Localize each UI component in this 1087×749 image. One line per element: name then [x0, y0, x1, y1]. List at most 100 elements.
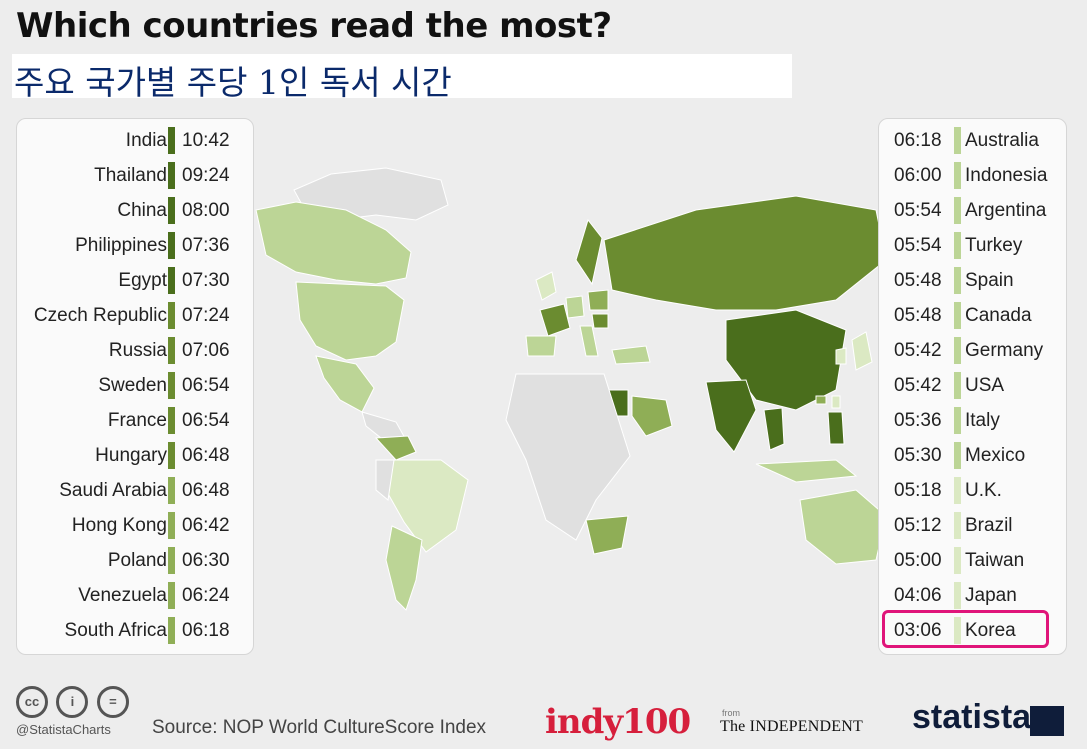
country-name: Taiwan: [965, 550, 1025, 571]
tier-bar: [168, 162, 175, 189]
country-name: U.K.: [965, 480, 1002, 501]
italy-shape: [579, 325, 599, 357]
reading-time: 05:54: [894, 235, 942, 256]
taiwan-shape: [831, 395, 841, 409]
ranking-row-poland: Poland 06:30: [17, 543, 253, 578]
reading-time: 07:06: [182, 340, 230, 361]
poland-shape: [587, 289, 609, 311]
country-name: China: [117, 200, 167, 221]
statista-handle: @StatistaCharts: [16, 722, 111, 737]
ranking-row-germany: 05:42 Germany: [879, 333, 1066, 368]
tier-bar: [168, 267, 175, 294]
country-name: India: [125, 130, 167, 151]
korea-highlight-box: [882, 610, 1049, 648]
country-name: Australia: [965, 130, 1039, 151]
page-title: Which countries read the most?: [16, 6, 612, 46]
tier-bar: [168, 337, 175, 364]
thailand-shape: [763, 407, 785, 451]
page-subtitle: 주요 국가별 주당 1인 독서 시간: [14, 63, 452, 102]
cc-icon: cc: [16, 686, 48, 718]
tier-bar: [168, 582, 175, 609]
source-note: Source: NOP World CultureScore Index: [152, 717, 487, 738]
india-shape: [705, 379, 757, 453]
hong-kong-shape: [815, 395, 827, 405]
ranking-row-france: France 06:54: [17, 403, 253, 438]
ranking-row-italy: 05:36 Italy: [879, 403, 1066, 438]
tier-bar: [954, 302, 961, 329]
tier-bar: [954, 512, 961, 539]
ranking-row-taiwan: 05:00 Taiwan: [879, 543, 1066, 578]
reading-time: 05:48: [894, 270, 942, 291]
tier-bar: [954, 197, 961, 224]
ranking-row-spain: 05:48 Spain: [879, 263, 1066, 298]
africa-area: [505, 373, 631, 541]
ranking-row-usa: 05:42 USA: [879, 368, 1066, 403]
tier-bar: [954, 232, 961, 259]
reading-time: 07:24: [182, 305, 230, 326]
ranking-row-indonesia: 06:00 Indonesia: [879, 158, 1066, 193]
country-name: Hong Kong: [71, 515, 167, 536]
ranking-row-china: China 08:00: [17, 193, 253, 228]
reading-time: 05:36: [894, 410, 942, 431]
germany-shape: [565, 295, 585, 319]
world-map: [255, 167, 887, 611]
canada-shape: [255, 201, 412, 285]
country-name: Italy: [965, 410, 1000, 431]
usa-shape: [295, 281, 405, 361]
reading-time: 07:30: [182, 270, 230, 291]
turkey-shape: [611, 345, 651, 365]
reading-time: 06:18: [182, 620, 230, 641]
tier-bar: [954, 162, 961, 189]
country-name: South Africa: [64, 620, 167, 641]
uk-shape: [535, 271, 557, 301]
tier-bar: [168, 372, 175, 399]
tier-bar: [168, 127, 175, 154]
tier-bar: [168, 197, 175, 224]
reading-time: 06:54: [182, 410, 230, 431]
statista-logo: statista: [912, 698, 1032, 736]
ranking-panel-right: 06:18 Australia 06:00 Indonesia 05:54 Argenti…: [878, 118, 1067, 655]
ranking-row-russia: Russia 07:06: [17, 333, 253, 368]
ranking-row-brazil: 05:12 Brazil: [879, 508, 1066, 543]
mexico-shape: [315, 355, 375, 413]
country-name: Brazil: [965, 515, 1013, 536]
reading-time: 05:12: [894, 515, 942, 536]
statista-logo-icon: [1030, 706, 1064, 736]
country-name: Russia: [108, 340, 167, 361]
hungary-shape: [591, 313, 609, 329]
reading-time: 05:54: [894, 200, 942, 221]
ranking-row-japan: 04:06 Japan: [879, 578, 1066, 613]
ranking-row-canada: 05:48 Canada: [879, 298, 1066, 333]
independent-logo: The INDEPENDENT: [720, 718, 863, 735]
reading-time: 05:42: [894, 340, 942, 361]
country-name: Philippines: [75, 235, 167, 256]
indy100-logo: indy100: [545, 702, 691, 742]
japan-shape: [851, 331, 873, 371]
country-name: Germany: [965, 340, 1044, 361]
tier-bar: [168, 232, 175, 259]
reading-time: 05:30: [894, 445, 942, 466]
subtitle-background: [12, 54, 792, 98]
country-name: Egypt: [118, 270, 167, 291]
country-name: Venezuela: [78, 585, 167, 606]
tier-bar: [168, 477, 175, 504]
saudi-arabia-shape: [631, 395, 673, 437]
ranking-row-czech-republic: Czech Republic 07:24: [17, 298, 253, 333]
ranking-row-hong-kong: Hong Kong 06:42: [17, 508, 253, 543]
reading-time: 10:42: [182, 130, 230, 151]
ranking-panel-left: India 10:42 Thailand 09:24 China 08:00 Philipp…: [16, 118, 254, 655]
country-name: Czech Republic: [33, 305, 167, 326]
tier-bar: [954, 582, 961, 609]
tier-bar: [954, 337, 961, 364]
reading-time: 05:18: [894, 480, 942, 501]
andes-area: [375, 459, 395, 501]
tier-bar: [168, 617, 175, 644]
tier-bar: [954, 407, 961, 434]
venezuela-shape: [374, 435, 417, 461]
france-shape: [539, 303, 571, 337]
country-name: France: [107, 410, 167, 431]
tier-bar: [168, 442, 175, 469]
tier-bar: [954, 547, 961, 574]
country-name: Canada: [965, 305, 1032, 326]
sweden-shape: [575, 218, 603, 286]
